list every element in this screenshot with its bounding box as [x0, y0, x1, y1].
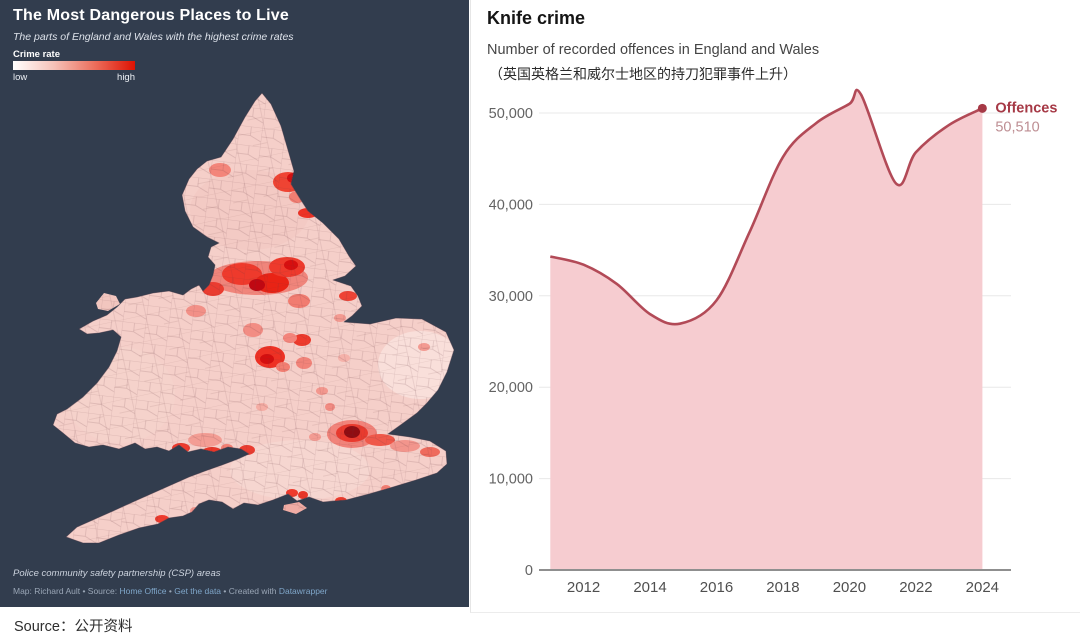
x-tick-label: 2014: [633, 579, 666, 596]
x-tick-label: 2024: [966, 579, 999, 596]
offences-end-dot: [977, 103, 987, 113]
england-wales-choropleth-map: [16, 84, 462, 552]
coastline-stroke: [52, 92, 455, 544]
map-svg: [52, 92, 455, 544]
legend-low-label: low: [13, 72, 28, 83]
source-line: Source：公开资料: [14, 615, 132, 636]
datawrapper-link[interactable]: Datawrapper: [278, 586, 328, 596]
map-title: The Most Dangerous Places to Live: [13, 7, 289, 24]
x-tick-label: 2020: [833, 579, 866, 596]
y-tick-label: 20,000: [489, 380, 533, 396]
map-subtitle: The parts of England and Wales with the …: [13, 31, 294, 43]
credits-text: Map: Richard Ault • Source:: [13, 586, 120, 596]
series-label: Offences: [995, 100, 1057, 116]
y-tick-label: 50,000: [489, 106, 533, 122]
legend-high-label: high: [117, 72, 135, 83]
y-tick-label: 0: [525, 563, 533, 579]
y-tick-label: 30,000: [489, 289, 533, 305]
chart-panel: Knife crime Number of recorded offences …: [470, 0, 1080, 613]
map-panel: The Most Dangerous Places to Live The pa…: [0, 0, 469, 607]
x-tick-label: 2016: [700, 579, 733, 596]
offences-area-chart: 0 10,000 20,000 30,000 40,000 50,000 2012 2014 2…: [489, 88, 1057, 596]
chart-subtitle-chinese: （英国英格兰和威尔士地区的持刀犯罪事件上升）: [489, 66, 797, 82]
y-tick-label: 10,000: [489, 472, 533, 488]
source-value: 公开资料: [74, 619, 133, 635]
x-tick-label: 2022: [899, 579, 932, 596]
map-credits: Map: Richard Ault • Source: Home Office …: [13, 586, 328, 596]
offences-line: [549, 88, 983, 326]
chart-subtitle: Number of recorded offences in England a…: [487, 42, 820, 58]
legend-title: Crime rate: [13, 49, 60, 60]
chart-title: Knife crime: [487, 8, 586, 28]
legend-gradient-bar: [13, 61, 135, 70]
source-label: Source：: [14, 619, 75, 635]
end-value-label: 50,510: [995, 119, 1039, 135]
legend-ends: low high: [13, 72, 135, 83]
offences-area: [550, 89, 983, 571]
x-tick-label: 2012: [567, 579, 600, 596]
y-tick-label: 40,000: [489, 197, 533, 213]
home-office-link[interactable]: Home Office: [119, 586, 167, 596]
x-tick-label: 2018: [766, 579, 799, 596]
map-geometry: [52, 92, 455, 544]
get-the-data-link[interactable]: Get the data: [174, 586, 222, 596]
map-footnote: Police community safety partnership (CSP…: [13, 568, 221, 579]
